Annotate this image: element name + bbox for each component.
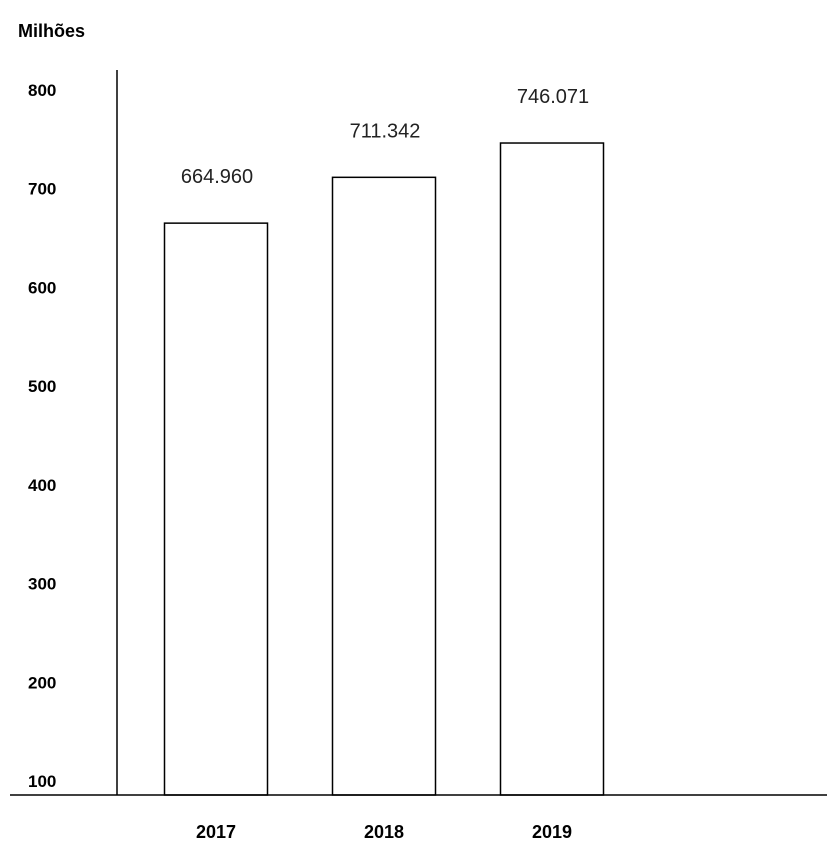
category-label-2018: 2018 bbox=[364, 822, 404, 842]
category-label-2019: 2019 bbox=[532, 822, 572, 842]
y-tick-label: 300 bbox=[28, 575, 56, 594]
y-tick-label: 400 bbox=[28, 476, 56, 495]
data-label-2018: 711.342 bbox=[350, 120, 421, 142]
bar-2019 bbox=[499, 142, 605, 796]
y-tick-label: 700 bbox=[28, 180, 56, 199]
y-tick-label: 800 bbox=[28, 81, 56, 100]
data-label-2017: 664.960 bbox=[181, 166, 253, 188]
bars bbox=[163, 142, 605, 796]
y-tick-label: 100 bbox=[28, 772, 56, 791]
unit-label: Milhões bbox=[18, 21, 85, 41]
y-axis-ticks: 100 200 300 400 500 600 700 800 bbox=[28, 81, 56, 791]
y-tick-label: 500 bbox=[28, 377, 56, 396]
bar-2018 bbox=[331, 176, 437, 796]
y-tick-label: 600 bbox=[28, 278, 56, 297]
data-label-2019: 746.071 bbox=[517, 86, 589, 108]
data-labels: 664.960 711.342 746.071 bbox=[181, 86, 589, 188]
category-label-2017: 2017 bbox=[196, 822, 236, 842]
bar-2017 bbox=[163, 222, 269, 796]
y-tick-label: 200 bbox=[28, 673, 56, 692]
category-labels: 2017 2018 2019 bbox=[196, 822, 572, 842]
